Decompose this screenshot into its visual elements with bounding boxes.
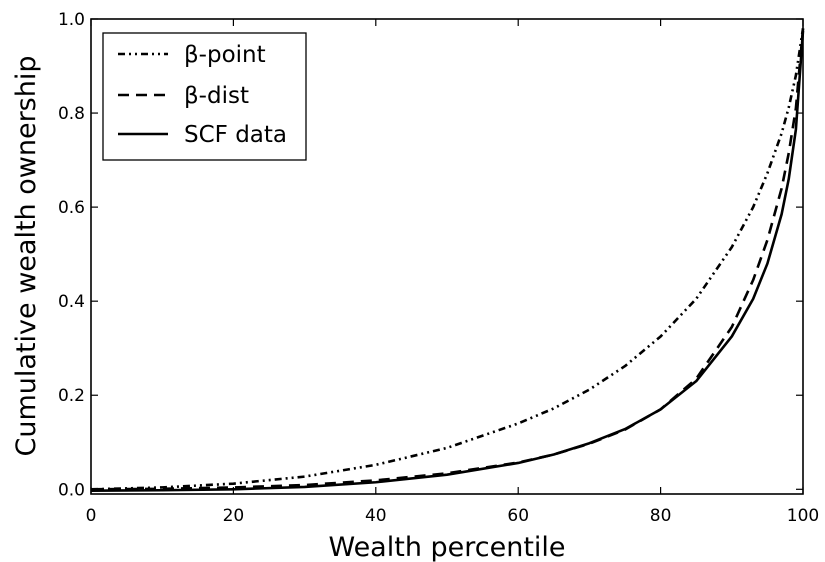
y-tick-label: 0.6 xyxy=(58,198,85,218)
y-axis-label: Cumulative wealth ownership xyxy=(11,56,42,457)
y-tick-label: 0.2 xyxy=(58,386,85,406)
x-tick-label: 40 xyxy=(365,506,387,526)
x-tick-label: 0 xyxy=(86,506,97,526)
x-axis-label: Wealth percentile xyxy=(328,532,565,562)
y-tick-label: 0.4 xyxy=(58,292,85,312)
plot-area xyxy=(90,28,805,493)
legend-label-beta-dist: β-dist xyxy=(184,83,249,109)
x-axis: 0 20 40 60 80 100 xyxy=(86,19,819,526)
legend: β-point β-dist SCF data xyxy=(102,32,307,161)
x-tick-label: 80 xyxy=(650,506,672,526)
y-axis: 0.0 0.2 0.4 0.6 0.8 1.0 xyxy=(58,10,803,500)
y-tick-label: 1.0 xyxy=(58,10,85,30)
legend-label-beta-point: β-point xyxy=(184,42,266,68)
x-tick-label: 60 xyxy=(507,506,529,526)
series-line-0 xyxy=(90,28,805,491)
x-tick-label: 100 xyxy=(787,506,819,526)
legend-label-scf-data: SCF data xyxy=(184,122,287,148)
plot-frame xyxy=(90,18,804,495)
y-tick-label: 0.0 xyxy=(58,480,85,500)
series-line-2 xyxy=(90,30,805,493)
x-tick-label: 20 xyxy=(223,506,245,526)
y-tick-label: 0.8 xyxy=(58,104,85,124)
